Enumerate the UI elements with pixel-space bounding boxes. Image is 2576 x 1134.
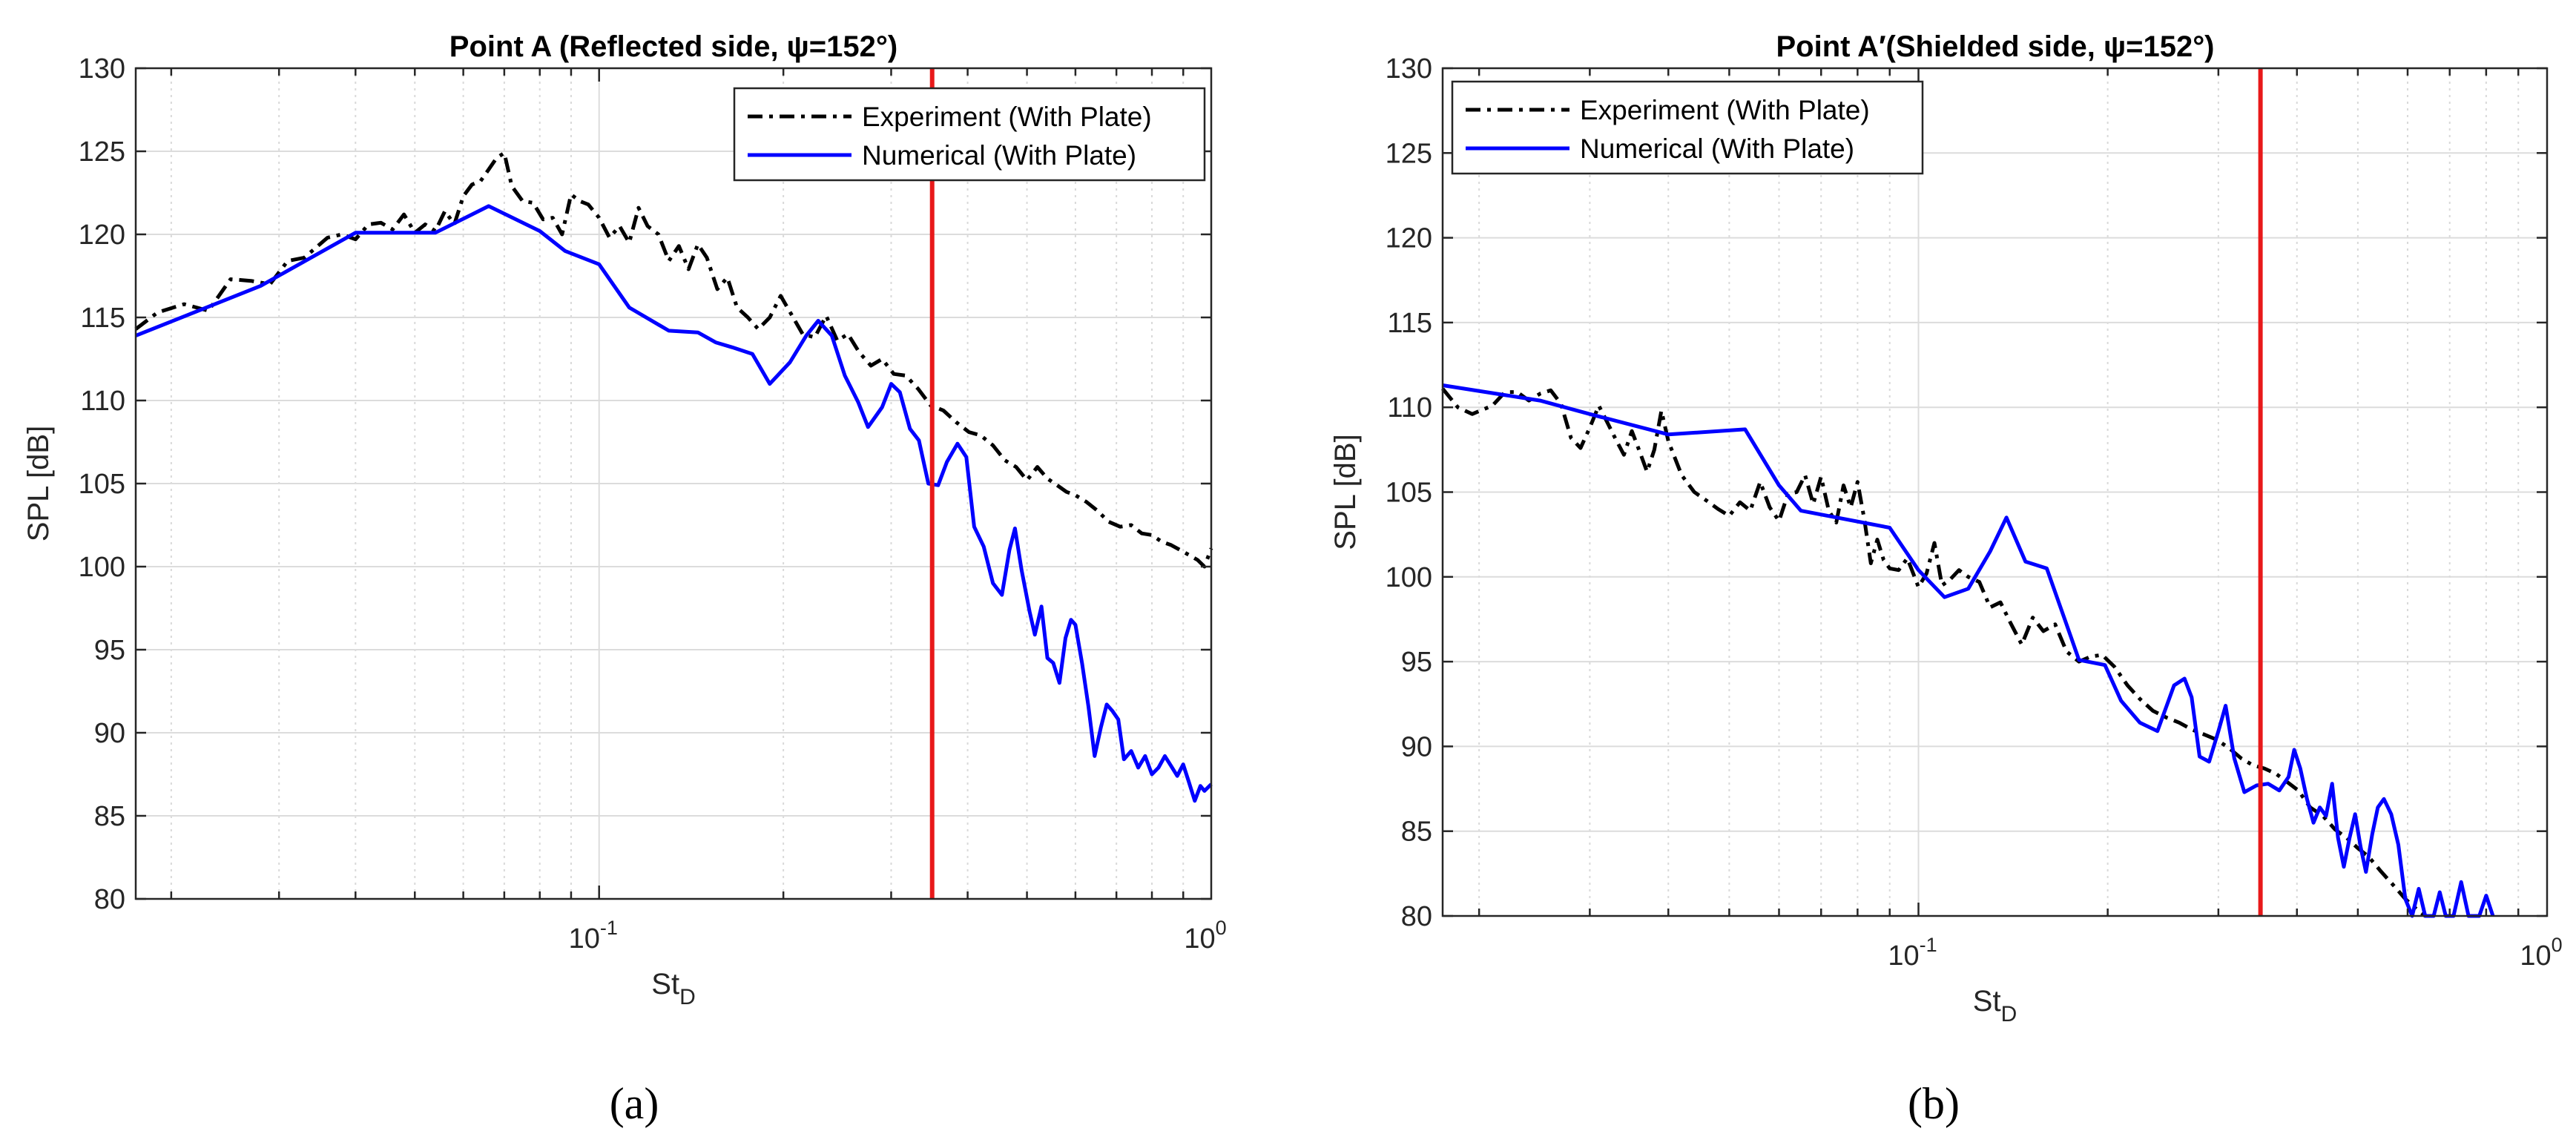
y-tick-label: 95 — [94, 635, 125, 666]
y-tick-label: 110 — [1387, 392, 1432, 423]
x-tick-exponent: 0 — [2552, 934, 2563, 956]
y-tick-label: 80 — [1401, 901, 1432, 932]
y-tick-label: 120 — [79, 220, 125, 251]
experiment-line — [1441, 387, 2427, 917]
x-tick-label: 100 — [2520, 934, 2562, 972]
legend-label-numerical: Numerical (With Plate) — [862, 140, 1136, 171]
x-tick-label: 100 — [1184, 917, 1226, 955]
y-tick-label: 120 — [1386, 223, 1432, 254]
x-axis-label: StD — [1973, 985, 2017, 1026]
y-tick-label: 80 — [94, 884, 125, 915]
series-group — [1441, 383, 2495, 918]
y-tick-label: 90 — [1401, 731, 1432, 762]
y-tick-label: 90 — [94, 718, 125, 749]
x-tick-base: 10 — [1184, 923, 1215, 955]
x-axis: 10-1 100 — [170, 68, 1227, 955]
y-tick-label: 100 — [1386, 562, 1432, 593]
y-tick-label: 95 — [1401, 647, 1432, 678]
y-axis-label: SPL [dB] — [1329, 434, 1362, 550]
y-tick-label: 130 — [79, 53, 125, 85]
y-tick-label: 85 — [94, 801, 125, 832]
chart-title: Point A′(Shielded side, ψ=152°) — [1776, 30, 2214, 63]
experiment-line — [134, 151, 1213, 569]
grid — [1443, 68, 2547, 916]
x-axis-label-main: St — [1973, 985, 2001, 1018]
legend-label-experiment: Experiment (With Plate) — [1580, 95, 1870, 125]
y-tick-label: 110 — [80, 386, 125, 417]
y-tick-label: 105 — [1386, 478, 1432, 509]
panel-caption: (b) — [1908, 1079, 1960, 1128]
legend: Experiment (With Plate) Numerical (With P… — [733, 87, 1206, 182]
y-tick-label: 100 — [79, 552, 125, 583]
series-group — [134, 151, 1213, 803]
y-tick-label: 115 — [80, 303, 125, 334]
y-tick-label: 105 — [79, 469, 125, 500]
x-tick-base: 10 — [569, 923, 600, 955]
x-tick-exponent: -1 — [600, 917, 618, 939]
numerical-line — [135, 204, 1213, 803]
x-axis-label-sub: D — [2001, 1002, 2017, 1026]
x-tick-base: 10 — [2520, 940, 2551, 972]
x-axis-label: StD — [651, 968, 695, 1009]
x-tick-label: 10-1 — [569, 917, 618, 955]
y-tick-label: 130 — [1386, 53, 1432, 85]
x-tick-label: 10-1 — [1888, 934, 1937, 972]
x-tick-base: 10 — [1888, 940, 1919, 972]
legend-box — [733, 87, 1206, 182]
legend-label-numerical: Numerical (With Plate) — [1580, 133, 1854, 164]
x-axis-label-main: St — [651, 968, 679, 1001]
y-tick-label: 85 — [1401, 817, 1432, 848]
x-axis: 10-1 100 — [1478, 68, 2563, 972]
legend-box — [1451, 80, 1924, 175]
y-axis: 80 85 90 95 100 105 110 115 120 125 130 — [1386, 53, 2547, 932]
x-tick-exponent: 0 — [1216, 917, 1227, 939]
y-axis: 80 85 90 95 100 105 110 115 120 125 130 — [79, 53, 1211, 915]
x-tick-exponent: -1 — [1920, 934, 1937, 956]
chart-title: Point A (Reflected side, ψ=152°) — [449, 30, 897, 63]
legend-label-experiment: Experiment (With Plate) — [862, 102, 1152, 132]
numerical-line — [1442, 383, 2495, 918]
y-tick-label: 115 — [1387, 308, 1432, 339]
panel-caption: (a) — [610, 1079, 659, 1128]
y-tick-label: 125 — [1386, 138, 1432, 169]
legend: Experiment (With Plate) Numerical (With P… — [1451, 80, 1924, 175]
grid — [136, 68, 1211, 899]
y-tick-label: 125 — [79, 136, 125, 168]
y-axis-label: SPL [dB] — [22, 426, 55, 541]
x-axis-label-sub: D — [679, 985, 696, 1009]
